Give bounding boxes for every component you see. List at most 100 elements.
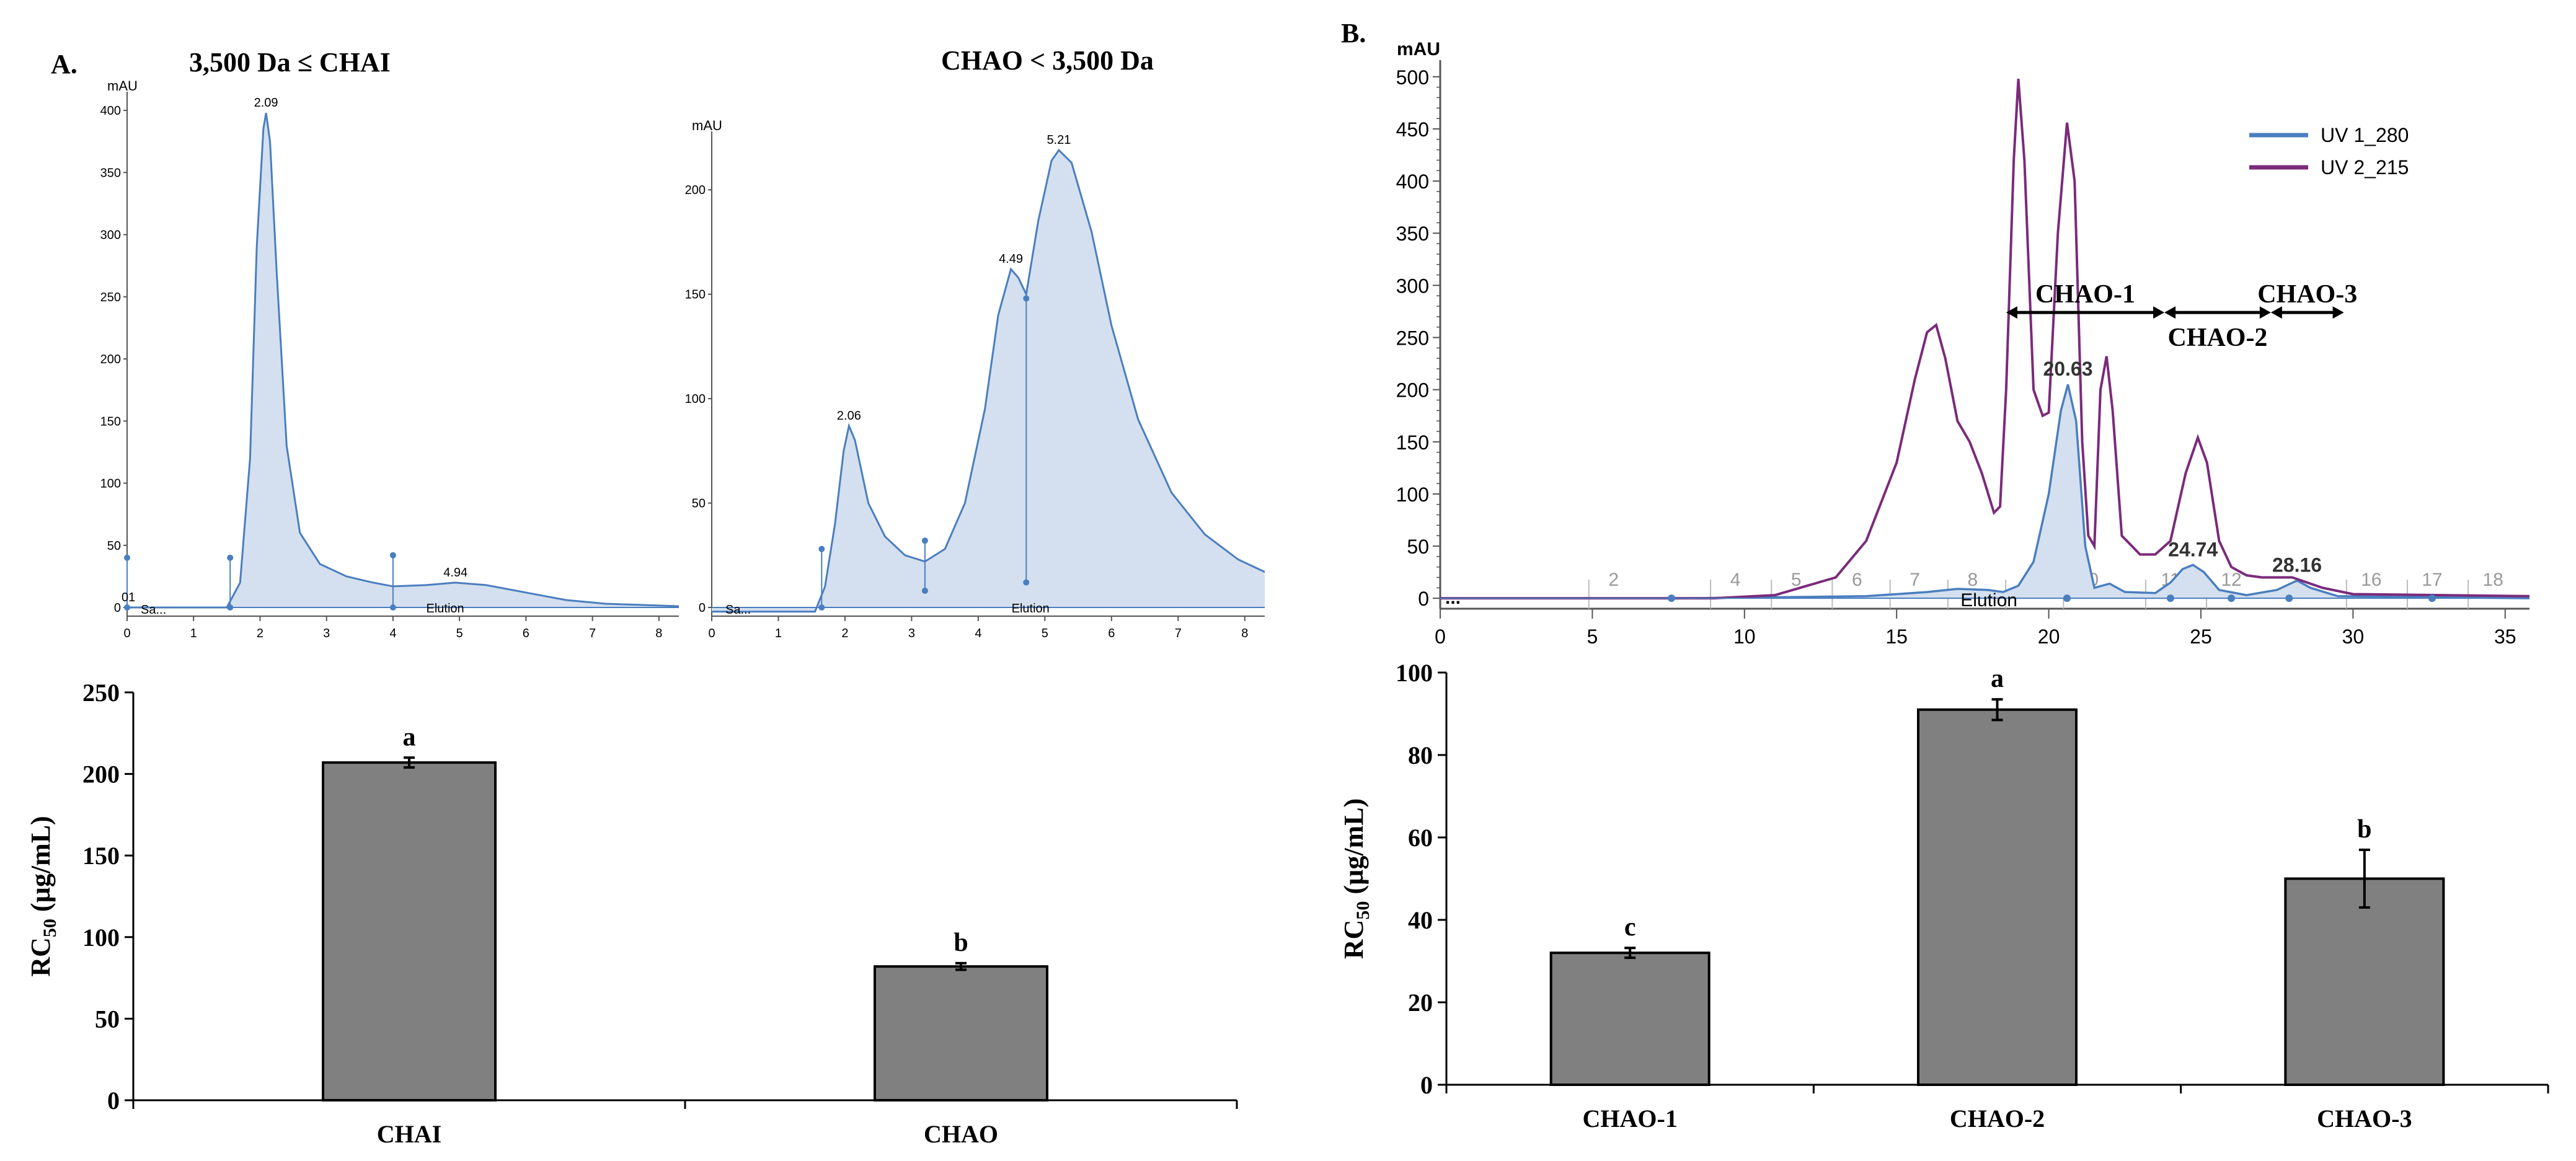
trace-line [127, 112, 679, 609]
y-tick-label: 200 [1396, 379, 1429, 402]
y-tick-label: 200 [685, 183, 706, 197]
trace-line [712, 148, 1265, 613]
integration-marker-dot [227, 554, 234, 561]
category-label: CHAO-3 [2317, 1105, 2412, 1132]
x-tick-label: 8 [1241, 627, 1248, 640]
integration-marker-dot [921, 588, 928, 594]
y-tick-label: 400 [1396, 170, 1429, 193]
x-tick-label: 3 [908, 627, 915, 640]
y-axis-title: RC50 (µg/mL) [25, 816, 60, 976]
chao-fractions-rc50-chart: RC50 (µg/mL) 0 20 40 60 80 100 c CHAO-1 a CHAO-2 b C… [1339, 659, 2549, 1132]
y-tick-label: 50 [107, 539, 121, 553]
peak-label: 4.49 [999, 252, 1023, 266]
y-tick-label: 200 [100, 353, 121, 366]
x-tick-label: 7 [1175, 627, 1182, 640]
y-tick-label: 100 [685, 392, 706, 406]
peak-label: 01 [122, 591, 135, 604]
y-tick-label: 150 [82, 842, 120, 870]
bar [322, 761, 497, 1101]
legend-label: UV 1_280 [2321, 124, 2409, 146]
category-label: CHAO [924, 1120, 998, 1148]
peak-label: 2.06 [837, 409, 861, 423]
y-tick-label: 250 [100, 291, 121, 304]
y-tick-label: 200 [82, 761, 120, 788]
x-tick-label: 10 [1733, 625, 1756, 648]
chart-title: 3,500 Da ≤ CHAI [189, 47, 391, 77]
significance-letter: a [403, 723, 416, 751]
fraction-number: 17 [2422, 570, 2442, 590]
peak-area [127, 113, 679, 607]
y-axis-label: mAU [1397, 39, 1440, 60]
y-tick-label: 40 [1408, 906, 1433, 934]
panel-label-a: A. [51, 49, 77, 79]
fraction-marker-dot [2063, 594, 2071, 603]
range-arrow-head [2153, 306, 2165, 319]
chai-chao-rc50-chart: RC50 (µg/mL) 0 50 100 150 200 250 a CHAI b CHAO [25, 679, 1238, 1148]
x-tick-label: 5 [1042, 627, 1048, 640]
integration-marker-dot [227, 604, 234, 611]
elution-label: Elution [1960, 590, 2017, 611]
panel-label-b: B. [1341, 18, 1366, 48]
integration-marker-dot [389, 552, 396, 558]
fraction-number: 16 [2361, 570, 2381, 590]
fraction-marker-dot [2166, 594, 2174, 603]
x-tick-label: 35 [2494, 625, 2516, 648]
fraction-number: 18 [2482, 570, 2503, 590]
integration-marker-dot [818, 604, 825, 611]
x-tick-label: 2 [841, 627, 848, 640]
fraction-chromatogram: mAU 0 50 100 150 200 250 300 350 400 450 500 0 5 10 15 2… [1396, 39, 2530, 648]
category-label: CHAO-2 [1950, 1105, 2045, 1132]
range-label: CHAO-1 [2035, 280, 2135, 309]
integration-marker-dot [921, 537, 928, 544]
range-label: CHAO-3 [2257, 280, 2357, 309]
y-axis-label: mAU [107, 78, 138, 94]
category-label: CHAO-1 [1583, 1105, 1678, 1132]
x-tick-label: 30 [2342, 625, 2365, 648]
x-tick-label: 4 [389, 627, 396, 640]
x-tick-label: 6 [1108, 627, 1115, 640]
y-tick-label: 50 [692, 497, 706, 511]
significance-letter: a [1991, 664, 2004, 693]
fraction-number: 8 [1968, 570, 1978, 590]
y-tick-label: 300 [1396, 275, 1429, 297]
x-tick-label: 4 [975, 627, 981, 640]
range-label: CHAO-2 [2167, 324, 2267, 352]
uv215-line [1440, 79, 2530, 600]
y-tick-label: 50 [95, 1005, 120, 1033]
bar [2284, 877, 2445, 1086]
y-tick-label: 250 [82, 679, 120, 707]
range-arrow-head [2164, 306, 2176, 319]
integration-marker-dot [124, 604, 130, 611]
chao-chromatogram: CHAO < 3,500 Da mAU 0 50 100 150 200 0 1 2 3 4 5 6 7 8 2… [685, 45, 1265, 640]
y-tick-label: 350 [1396, 223, 1429, 245]
significance-letter: b [2357, 815, 2371, 844]
y-tick-label: 60 [1408, 824, 1433, 852]
x-tick-label: 2 [257, 627, 263, 640]
significance-letter: b [954, 929, 968, 957]
y-tick-label: 0 [699, 601, 706, 615]
start-label: ... [1445, 588, 1461, 608]
peak-label: 20.63 [2043, 358, 2092, 380]
peak-label: 4.94 [443, 566, 467, 580]
y-tick-label: 100 [1396, 483, 1429, 506]
y-tick-label: 100 [82, 924, 120, 951]
x-tick-label: 1 [190, 627, 197, 640]
y-tick-label: 250 [1396, 327, 1429, 350]
x-tick-label: 8 [655, 627, 662, 640]
x-tick-label: 5 [456, 627, 463, 640]
integration-marker-dot [124, 554, 130, 561]
sample-label: Sa... [141, 603, 166, 617]
fraction-number: 6 [1852, 570, 1862, 590]
fraction-marker-dot [2428, 594, 2436, 603]
y-tick-label: 150 [100, 415, 121, 428]
range-arrow-head [2259, 306, 2271, 319]
bar [874, 965, 1048, 1102]
x-tick-label: 15 [1885, 625, 1908, 648]
x-tick-label: 20 [2038, 625, 2060, 648]
y-tick-label: 50 [1407, 536, 1429, 558]
y-tick-label: 0 [114, 601, 121, 615]
x-tick-label: 5 [1587, 625, 1598, 648]
peak-label: 5.21 [1047, 133, 1071, 147]
x-tick-label: 0 [708, 627, 715, 640]
elution-label: Elution [1012, 602, 1050, 616]
